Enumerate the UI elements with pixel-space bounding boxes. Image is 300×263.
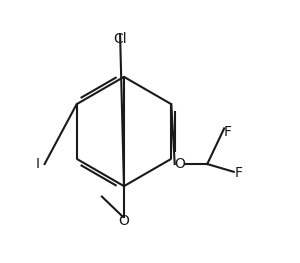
- Text: Cl: Cl: [113, 32, 127, 46]
- Text: F: F: [235, 166, 242, 180]
- Text: O: O: [118, 214, 129, 228]
- Text: O: O: [175, 157, 185, 171]
- Text: I: I: [36, 157, 40, 171]
- Text: F: F: [224, 124, 232, 139]
